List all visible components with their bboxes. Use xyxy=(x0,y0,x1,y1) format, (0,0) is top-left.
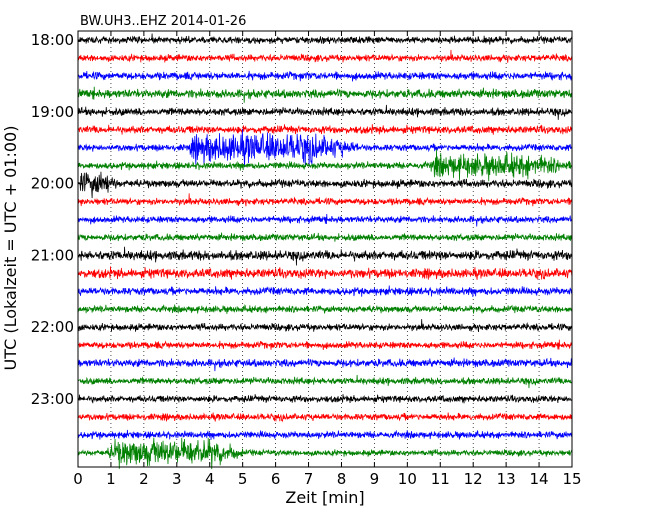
plot-frame xyxy=(77,30,573,468)
chart-title: BW.UH3..EHZ 2014-01-26 xyxy=(80,14,246,29)
x-axis: 0 1 2 3 4 5 6 7 8 9 10 11 12 13 14 15 xyxy=(73,31,582,488)
trace-2345 xyxy=(77,437,573,470)
y-tick-label: 22:00 xyxy=(31,318,74,336)
x-tick-label: 13 xyxy=(497,470,516,488)
x-tick-label: 6 xyxy=(271,470,281,488)
trace-2315 xyxy=(77,412,573,423)
trace-2300 xyxy=(77,394,573,404)
trace-1915 xyxy=(77,124,573,135)
x-tick-label: 4 xyxy=(205,470,215,488)
x-axis-label: Zeit [min] xyxy=(285,488,364,507)
y-axis-label: UTC (Lokalzeit = UTC + 01:00) xyxy=(1,126,20,371)
trace-2230 xyxy=(77,357,573,372)
trace-group xyxy=(77,33,573,470)
y-tick-label: 23:00 xyxy=(31,390,74,408)
x-tick-label: 15 xyxy=(562,470,581,488)
x-tick-label: 12 xyxy=(464,470,483,488)
trace-2215 xyxy=(77,339,573,351)
trace-2145 xyxy=(77,304,573,314)
x-tick-label: 14 xyxy=(530,470,549,488)
x-tick-label: 3 xyxy=(172,470,182,488)
x-tick-label: 1 xyxy=(106,470,116,488)
x-tick-label: 11 xyxy=(431,470,450,488)
y-tick-label: 21:00 xyxy=(31,246,74,264)
y-tick-label: 18:00 xyxy=(31,31,74,49)
trace-2015 xyxy=(77,193,573,207)
trace-2045 xyxy=(77,232,573,242)
x-tick-label: 7 xyxy=(304,470,314,488)
trace-1845 xyxy=(77,86,573,103)
x-tick-label: 8 xyxy=(337,470,347,488)
trace-1930 xyxy=(77,128,573,168)
trace-2130 xyxy=(77,285,573,298)
trace-1900 xyxy=(77,104,573,120)
trace-1800 xyxy=(77,33,573,45)
x-tick-label: 10 xyxy=(398,470,417,488)
y-tick-label: 20:00 xyxy=(31,175,74,193)
y-axis: 18:00 19:00 20:00 21:00 22:00 23:00 xyxy=(31,31,83,408)
trace-2030 xyxy=(77,213,573,227)
trace-1815 xyxy=(77,49,573,63)
y-tick-label: 19:00 xyxy=(31,103,74,121)
trace-2200 xyxy=(77,319,573,332)
trace-2330 xyxy=(77,429,573,440)
trace-1945 xyxy=(77,149,573,182)
x-tick-label: 0 xyxy=(73,470,83,488)
x-tick-label: 9 xyxy=(370,470,380,488)
trace-2100 xyxy=(77,246,573,266)
trace-2000 xyxy=(77,171,573,199)
x-tick-label: 5 xyxy=(238,470,248,488)
trace-2115 xyxy=(77,266,573,280)
trace-2245 xyxy=(77,374,573,389)
grid-lines xyxy=(110,31,540,467)
trace-1830 xyxy=(77,70,573,82)
x-tick-label: 2 xyxy=(139,470,149,488)
